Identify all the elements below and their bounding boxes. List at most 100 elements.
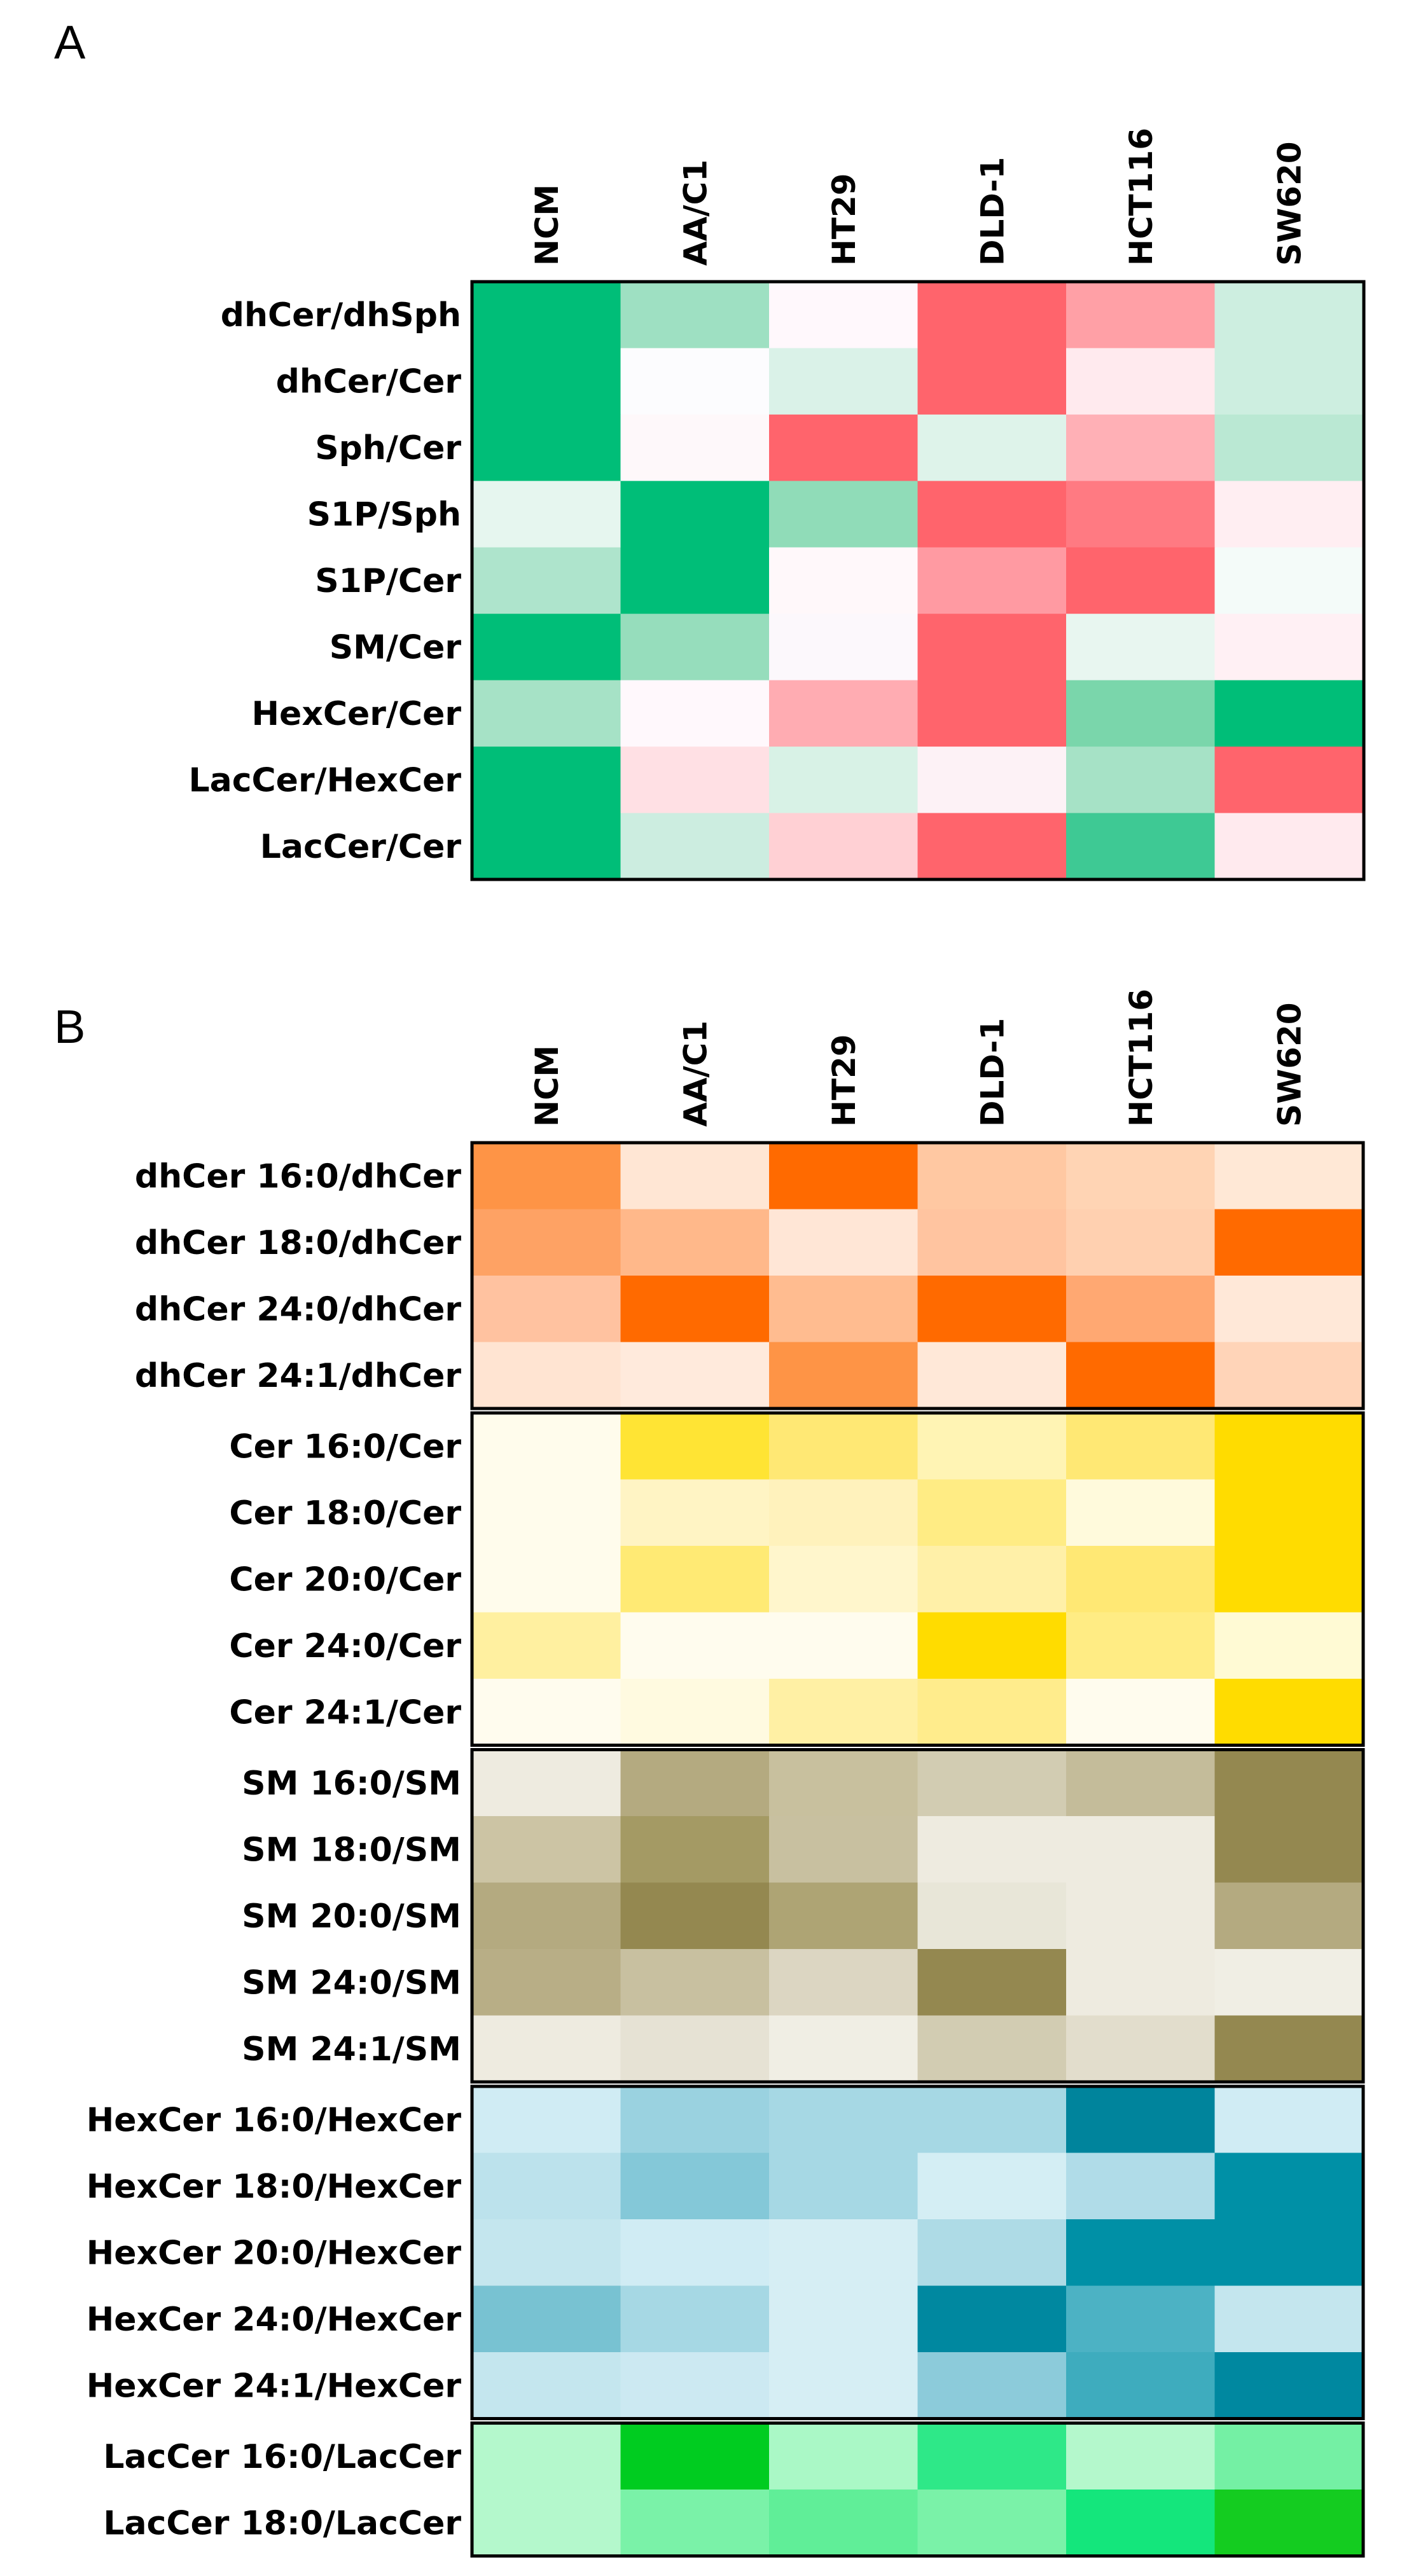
panel-b-cells <box>472 1143 1364 2557</box>
heatmap-cell <box>917 1546 1067 1613</box>
heatmap-cell <box>1214 348 1364 415</box>
heatmap-cell <box>1066 1209 1216 1276</box>
heatmap-cell <box>472 747 621 814</box>
group-frame <box>470 2421 1365 2558</box>
panel-a-row-labels: dhCer/dhSph dhCer/Cer Sph/Cer S1P/Sph S1P/Ce… <box>188 296 461 866</box>
heatmap-cell <box>769 1209 919 1276</box>
heatmap-cell <box>1214 813 1364 880</box>
heatmap-cell <box>769 1413 919 1480</box>
group-frame <box>470 2084 1365 2420</box>
heatmap-cell <box>1214 614 1364 681</box>
heatmap-cell <box>1214 282 1364 349</box>
heatmap-cell <box>917 2219 1067 2287</box>
column-label: DLD-1 <box>974 157 1011 266</box>
heatmap-cell <box>1066 1546 1216 1613</box>
heatmap-cell <box>620 348 770 415</box>
row-label: dhCer/dhSph <box>221 296 461 334</box>
heatmap-cell <box>620 1276 770 1343</box>
heatmap-cell <box>769 1679 919 1746</box>
heatmap-cell <box>472 1679 621 1746</box>
row-label: SM 24:0/SM <box>242 1964 461 2002</box>
heatmap-cell <box>917 1882 1067 1950</box>
row-label: LacCer/HexCer <box>188 761 461 799</box>
heatmap-cell <box>1066 547 1216 614</box>
heatmap-cell <box>769 1949 919 2016</box>
heatmap-cell <box>620 614 770 681</box>
row-label: dhCer/Cer <box>276 363 462 401</box>
row-label: LacCer 16:0/LacCer <box>103 2438 461 2476</box>
column-label: HCT116 <box>1123 128 1160 266</box>
heatmap-cell <box>1066 1276 1216 1343</box>
heatmap-cell <box>472 1413 621 1480</box>
heatmap-cell <box>1214 2423 1364 2490</box>
heatmap-cell <box>769 747 919 814</box>
heatmap-cell <box>1066 2015 1216 2083</box>
heatmap-cell <box>769 2219 919 2287</box>
heatmap-cell <box>620 1882 770 1950</box>
panel-b-label: B <box>54 1000 85 1053</box>
heatmap-cell <box>917 414 1067 481</box>
column-label: DLD-1 <box>974 1018 1011 1127</box>
row-label: HexCer 24:1/HexCer <box>87 2367 462 2405</box>
heatmap-cell <box>620 547 770 614</box>
row-label: LacCer/Cer <box>260 828 462 866</box>
heatmap-cell <box>1214 1749 1364 1817</box>
heatmap-cell <box>620 1479 770 1546</box>
heatmap-cell <box>917 2015 1067 2083</box>
heatmap-cell <box>620 1816 770 1884</box>
heatmap-cell <box>917 1816 1067 1884</box>
heatmap-cell <box>620 1679 770 1746</box>
heatmap-cell <box>1066 680 1216 747</box>
heatmap-cell <box>917 547 1067 614</box>
heatmap-cell <box>917 282 1067 349</box>
heatmap-cell <box>472 282 621 349</box>
heatmap-cell <box>917 2490 1067 2557</box>
row-label: HexCer 20:0/HexCer <box>87 2234 462 2272</box>
heatmap-cell <box>769 2490 919 2557</box>
heatmap-cell <box>769 2152 919 2220</box>
heatmap-cell <box>620 1209 770 1276</box>
heatmap-cell <box>620 2152 770 2220</box>
panel-a-frame <box>470 280 1366 881</box>
heatmap-cell <box>1066 2490 1216 2557</box>
row-label: Cer 16:0/Cer <box>229 1428 461 1466</box>
column-label: NCM <box>529 1045 566 1127</box>
heatmap-cell <box>1214 1679 1364 1746</box>
heatmap-cell <box>1066 282 1216 349</box>
heatmap-cell <box>1214 2086 1364 2154</box>
row-label: Cer 18:0/Cer <box>229 1494 461 1533</box>
heatmap-cell <box>1066 414 1216 481</box>
heatmap-cell <box>472 1276 621 1343</box>
heatmap-cell <box>1214 747 1364 814</box>
heatmap-cell <box>917 2152 1067 2220</box>
heatmap-cell <box>769 282 919 349</box>
heatmap-cell <box>620 1949 770 2016</box>
heatmap-cell <box>620 481 770 548</box>
heatmap-cell <box>1214 2285 1364 2353</box>
heatmap-cell <box>1214 2219 1364 2287</box>
heatmap-cell <box>917 1209 1067 1276</box>
column-label: NCM <box>529 184 566 266</box>
heatmap-cell <box>472 2086 621 2154</box>
heatmap-cell <box>472 348 621 415</box>
heatmap-cell <box>620 813 770 880</box>
heatmap-cell <box>769 1749 919 1817</box>
heatmap-cell <box>1066 2152 1216 2220</box>
heatmap-cell <box>1214 1882 1364 1950</box>
row-label: Cer 24:0/Cer <box>229 1627 461 1665</box>
heatmap-cell <box>620 282 770 349</box>
panel-b-row-labels: dhCer 16:0/dhCer dhCer 18:0/dhCer dhCer 24… <box>87 1157 462 2542</box>
heatmap-cell <box>769 2285 919 2353</box>
heatmap-cell <box>1066 1816 1216 1884</box>
heatmap-cell <box>620 2086 770 2154</box>
heatmap-cell <box>917 348 1067 415</box>
row-label: HexCer/Cer <box>252 695 462 733</box>
heatmap-cell <box>769 2086 919 2154</box>
group-frame <box>470 1141 1365 1410</box>
heatmap-cell <box>1214 2152 1364 2220</box>
heatmap-cell <box>472 1749 621 1817</box>
heatmap-cell <box>1214 1612 1364 1679</box>
heatmap-cell <box>769 481 919 548</box>
panel-b-column-labels: NCM AA/C1 HT29 DLD-1 HCT116 SW620 <box>529 989 1308 1127</box>
heatmap-cell <box>769 348 919 415</box>
